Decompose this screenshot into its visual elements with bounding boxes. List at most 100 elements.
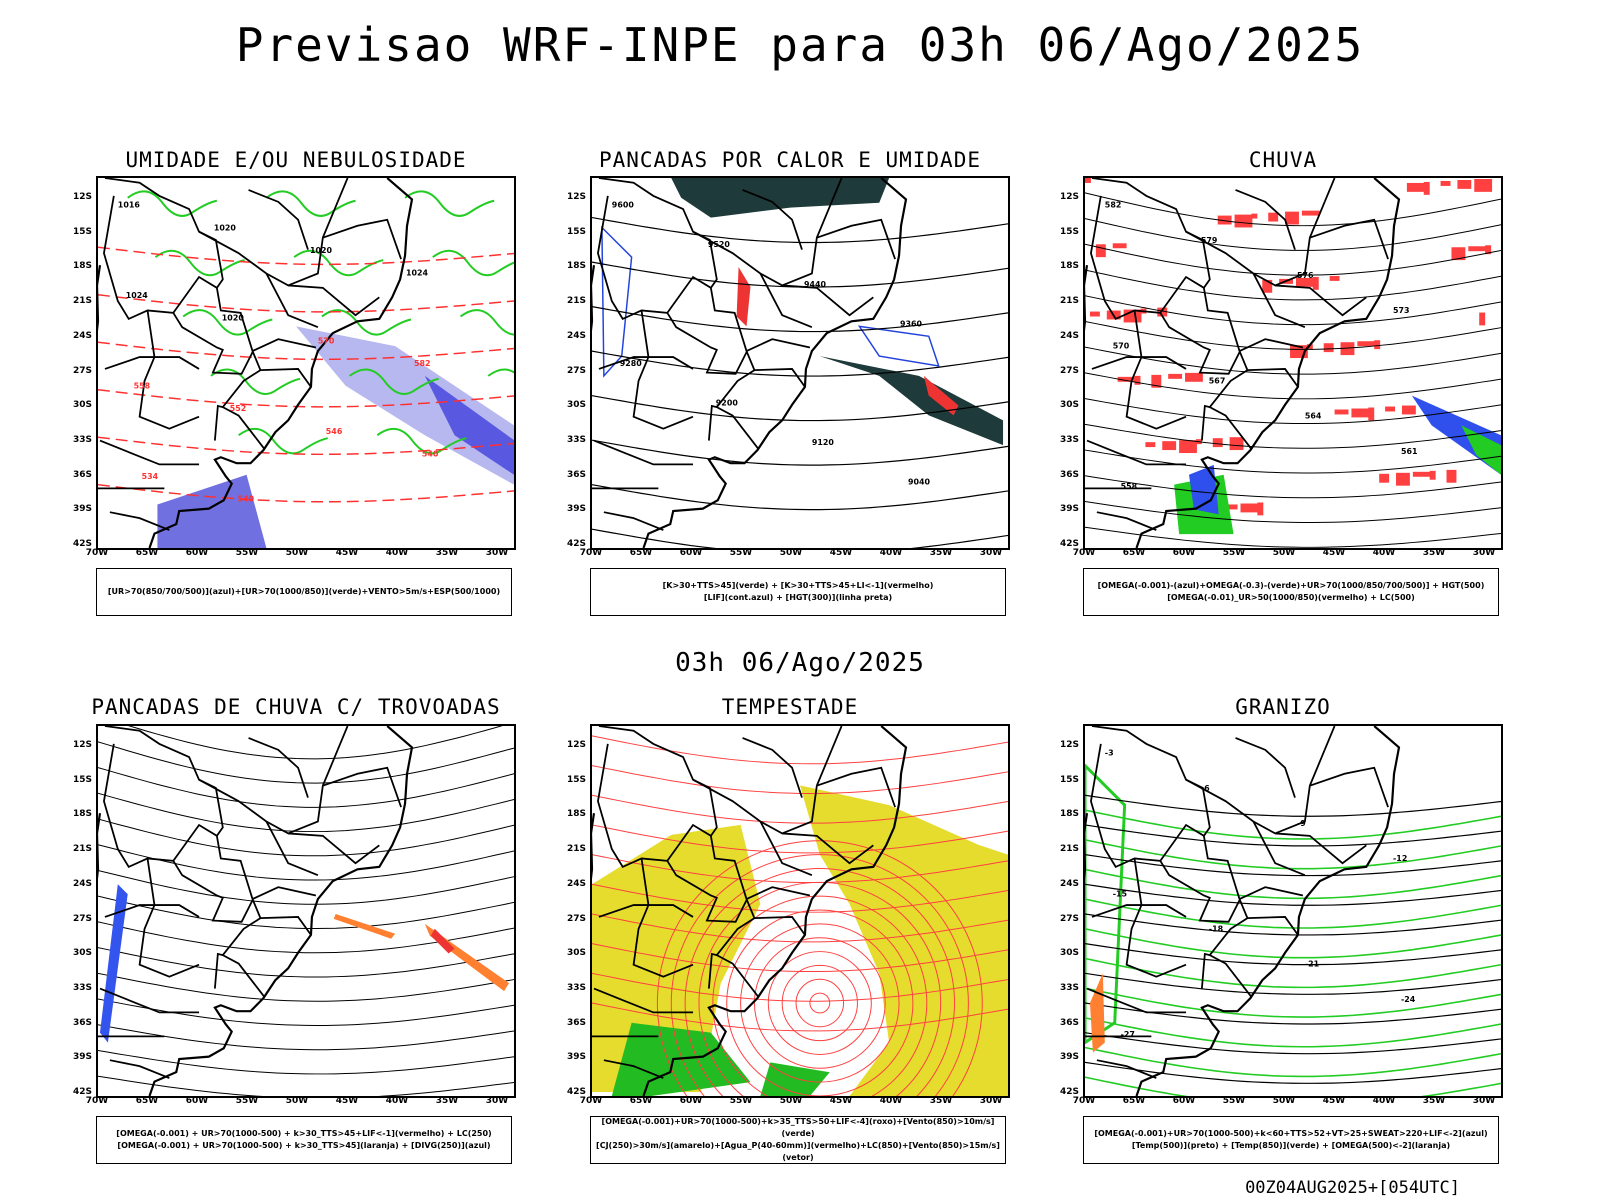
rain-patch — [1351, 408, 1370, 418]
lat-label: 21S — [1059, 844, 1079, 855]
lon-label: 45W — [829, 1096, 853, 1106]
border-line — [1091, 904, 1187, 918]
humidity-contour — [182, 309, 273, 336]
forecast-map: 1016 1020 1020 1024 1024 1020 570 582 558 552 546 5… — [96, 176, 516, 550]
border-line — [816, 218, 896, 260]
temp-850-contour — [1085, 1017, 1501, 1048]
rain-patch — [1251, 213, 1258, 219]
temp-850-contour — [1085, 1046, 1501, 1078]
lat-label: 27S — [1059, 365, 1079, 376]
lat-label: 36S — [1059, 1017, 1079, 1028]
lat-label: 36S — [566, 1017, 586, 1028]
border-line — [288, 284, 380, 317]
thickness-line — [98, 388, 514, 408]
border-line — [260, 368, 312, 388]
rain-patch — [1396, 472, 1410, 486]
lon-label: 50W — [1272, 1096, 1296, 1106]
lat-label: 18S — [72, 809, 92, 820]
rain-patch — [1234, 214, 1253, 228]
lon-label: 65W — [629, 1096, 653, 1106]
rain-patch — [1162, 441, 1177, 451]
lon-label: 60W — [185, 1096, 209, 1106]
contour-label: 9200 — [716, 399, 739, 408]
contour-label: 9600 — [612, 201, 635, 210]
border-line — [632, 858, 694, 978]
lon-label: 60W — [679, 1096, 703, 1106]
rain-patch — [1268, 212, 1279, 222]
lat-label: 36S — [72, 469, 92, 480]
lon-label: 60W — [1172, 548, 1196, 558]
streamline-850 — [712, 895, 928, 1096]
streamline-850 — [781, 964, 858, 1042]
contour-label: -18 — [1209, 925, 1224, 934]
rain-patch — [1157, 307, 1168, 317]
height-contour-300 — [592, 306, 1008, 333]
lon-label: 60W — [1172, 1096, 1196, 1106]
border-line — [322, 766, 402, 808]
contour-label: 9520 — [708, 240, 731, 249]
lat-label: 39S — [1059, 1052, 1079, 1063]
panel-title: PANCADAS DE CHUVA C/ TROVOADAS — [91, 695, 501, 719]
border-line — [593, 987, 694, 1014]
legend-line: [OMEGA(-0.001)+UR>70(1000-500)+k>35_TTS>… — [601, 1117, 995, 1138]
lat-label: 21S — [1059, 296, 1079, 307]
border-line — [1252, 821, 1306, 877]
height-contour-500 — [1085, 423, 1501, 449]
temp-500-contour — [1085, 854, 1501, 877]
contour-label: -24 — [1401, 995, 1416, 1004]
height-contour-500 — [1085, 218, 1501, 251]
streamline-850 — [684, 868, 955, 1096]
border-line — [597, 743, 748, 923]
rain-patch — [1295, 277, 1314, 287]
lat-label: 33S — [72, 434, 92, 445]
lat-label: 39S — [566, 504, 586, 515]
contour-label: 9120 — [812, 438, 835, 447]
streamline-850 — [592, 824, 1008, 854]
thickness-line — [98, 294, 514, 313]
temp-500-contour — [1085, 913, 1501, 936]
rain-patch — [1357, 341, 1376, 347]
temp-500-contour — [1085, 1061, 1501, 1084]
lon-label: 45W — [335, 1096, 359, 1106]
streamline — [98, 818, 514, 857]
border-line — [1235, 189, 1296, 250]
border-line — [666, 275, 712, 314]
contour-label: 1024 — [126, 291, 149, 300]
contour-label: 1020 — [310, 246, 333, 255]
contour-label: 558 — [1121, 482, 1138, 491]
panel-title: GRANIZO — [1235, 695, 1331, 719]
rain-patch-blue — [1189, 464, 1219, 515]
temp-500-contour — [1085, 1002, 1501, 1025]
border-line — [336, 726, 349, 751]
rain-patch — [1374, 340, 1381, 350]
lat-label: 27S — [1059, 913, 1079, 924]
height-contour-500 — [1085, 320, 1501, 350]
border-line — [816, 766, 896, 808]
contour-label: 576 — [1297, 271, 1314, 280]
lon-label: 45W — [335, 548, 359, 558]
rain-patch — [1401, 405, 1416, 415]
border-line — [1247, 368, 1299, 388]
temp-850-contour — [1085, 838, 1501, 870]
lon-label: 40W — [879, 1096, 903, 1106]
lat-label: 30S — [72, 948, 92, 959]
lon-label: 35W — [1422, 1096, 1446, 1106]
rain-patch — [1145, 442, 1156, 448]
rain-patch — [1485, 245, 1492, 255]
contour-label: 1020 — [214, 223, 237, 232]
border-line — [598, 726, 760, 998]
contour-label: 1020 — [222, 314, 245, 323]
temp-850-contour — [1085, 809, 1501, 840]
rain-patch — [1329, 275, 1340, 281]
contour-label: -6 — [1201, 784, 1210, 793]
lat-label: 15S — [1059, 774, 1079, 785]
lat-label: 21S — [566, 296, 586, 307]
border-line — [598, 178, 760, 450]
contour-label: 561 — [1401, 447, 1418, 456]
rain-patch — [1179, 440, 1197, 454]
lon-label: 40W — [385, 548, 409, 558]
main-title: Previsao WRF-INPE para 03h 06/Ago/2025 — [235, 18, 1365, 72]
border-line — [1090, 743, 1241, 923]
streamline-850 — [670, 854, 969, 1096]
border-line — [252, 886, 317, 900]
